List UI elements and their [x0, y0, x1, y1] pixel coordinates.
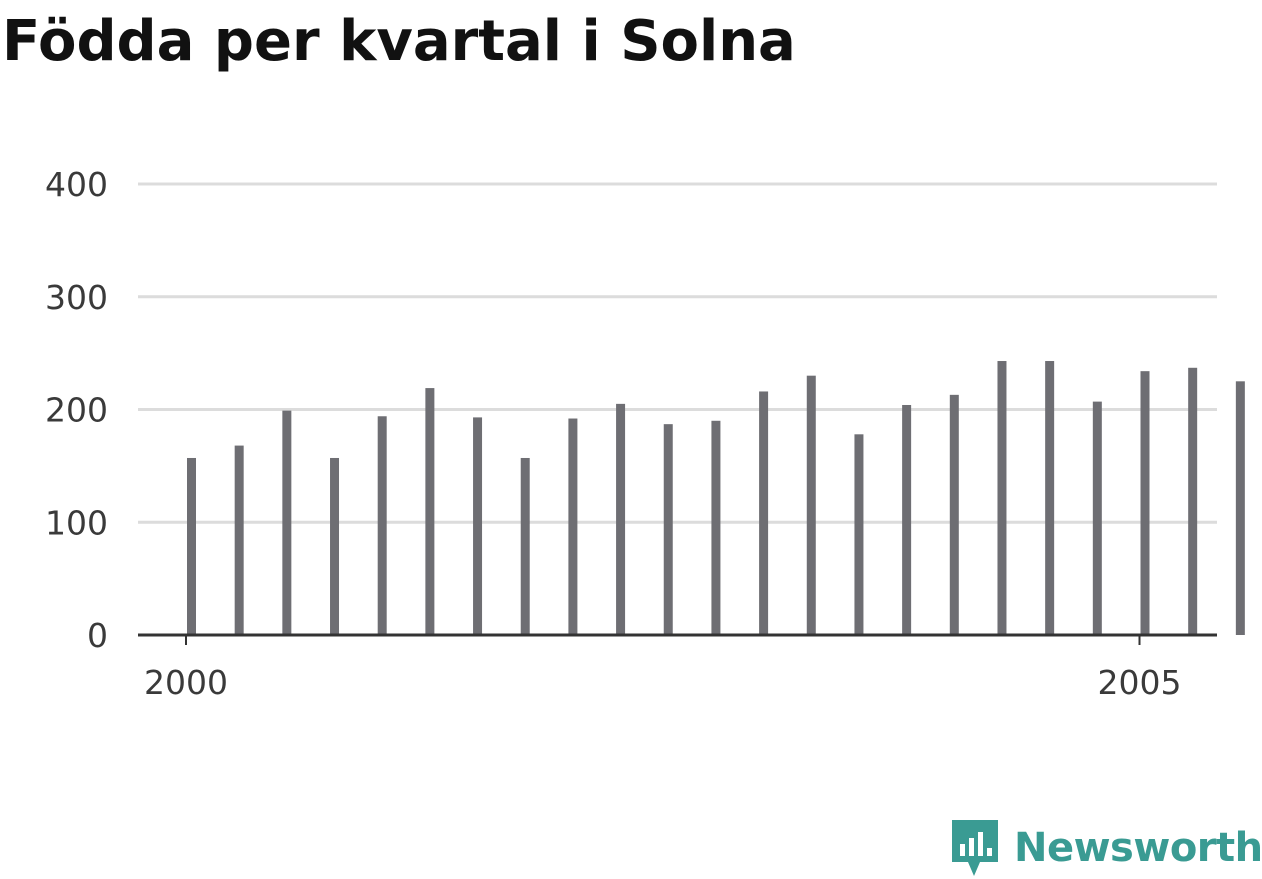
bar — [806, 375, 816, 635]
bars — [187, 361, 1245, 635]
bar — [473, 417, 483, 635]
bar — [949, 394, 959, 635]
bar — [520, 457, 530, 635]
bar — [616, 403, 626, 635]
bar — [997, 361, 1007, 635]
x-tick-label: 2005 — [1098, 663, 1182, 702]
bar — [1235, 381, 1245, 635]
newsworthy-logo-icon — [952, 820, 998, 876]
y-tick-label: 300 — [45, 278, 108, 317]
y-tick-label: 0 — [87, 616, 108, 655]
bar — [902, 404, 912, 635]
bar — [568, 418, 578, 635]
bar — [1092, 401, 1102, 635]
bar — [234, 445, 244, 635]
brand-name: Newsworthy — [1014, 825, 1262, 871]
bar — [1140, 371, 1150, 635]
y-tick-label: 400 — [45, 165, 108, 204]
bar — [282, 410, 292, 635]
bar — [377, 416, 387, 635]
axes — [138, 633, 1217, 645]
tick-labels: 0100200300400200020052010201520202025 — [45, 165, 1182, 702]
y-tick-label: 100 — [45, 503, 108, 542]
x-tick-label: 2000 — [144, 663, 228, 702]
bar — [1188, 367, 1198, 635]
bar — [759, 391, 769, 635]
bar — [187, 457, 196, 635]
bar — [663, 424, 673, 635]
bar — [1045, 361, 1055, 635]
chart-title: Födda per kvartal i Solna — [2, 9, 796, 74]
gridlines — [138, 182, 1217, 524]
bar — [330, 457, 340, 635]
bar — [711, 420, 721, 635]
bar — [425, 388, 435, 635]
bar — [854, 434, 864, 635]
y-tick-label: 200 — [45, 391, 108, 430]
newsworthy-logo[interactable]: Newsworthy — [950, 818, 1262, 878]
